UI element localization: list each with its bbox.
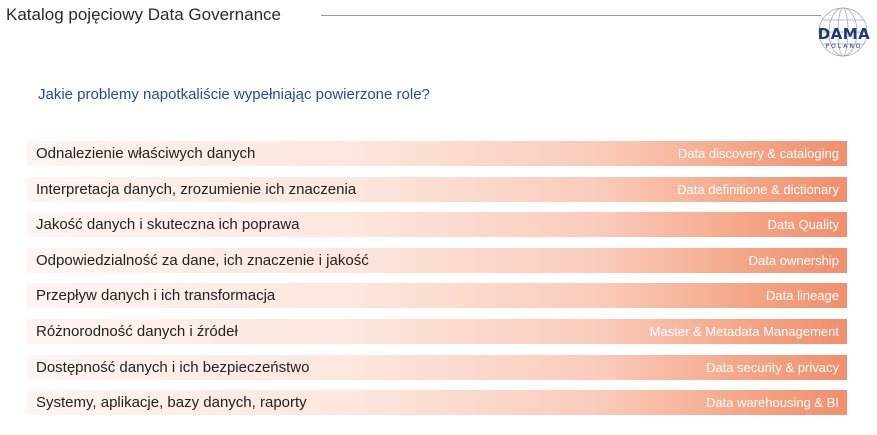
list-item: Dostępność danych i ich bezpieczeństwo D…: [27, 354, 847, 380]
problem-label: Interpretacja danych, zrozumienie ich zn…: [36, 180, 357, 198]
slide-header: Katalog pojęciowy Data Governance: [0, 0, 877, 40]
capability-tag: Data ownership: [748, 252, 839, 268]
problem-list: Odnalezienie właściwych danych Data disc…: [27, 141, 847, 426]
list-item: Odpowiedzialność za dane, ich znaczenie …: [27, 247, 847, 273]
logo-subtitle: POLAND: [825, 43, 863, 50]
problem-label: Dostępność danych i ich bezpieczeństwo: [36, 358, 310, 376]
page-title: Katalog pojęciowy Data Governance: [6, 5, 281, 24]
capability-tag: Data Quality: [767, 217, 839, 233]
dama-poland-logo: DAMA POLAND: [812, 6, 874, 58]
problem-label: Systemy, aplikacje, bazy danych, raporty: [36, 394, 307, 412]
problem-label: Przepływ danych i ich transformacja: [36, 287, 276, 305]
list-item: Jakość danych i skuteczna ich poprawa Da…: [27, 212, 847, 238]
capability-tag: Data definitione & dictionary: [677, 181, 839, 197]
list-item: Różnorodność danych i źródeł Master & Me…: [27, 318, 847, 344]
title-divider: [321, 15, 821, 16]
capability-tag: Data warehousing & BI: [706, 395, 839, 411]
problem-label: Różnorodność danych i źródeł: [36, 322, 238, 340]
list-item: Systemy, aplikacje, bazy danych, raporty…: [27, 390, 847, 416]
problem-label: Odpowiedzialność za dane, ich znaczenie …: [36, 251, 369, 269]
list-item: Przepływ danych i ich transformacja Data…: [27, 283, 847, 309]
logo-wordmark: DAMA: [817, 25, 871, 43]
question-heading: Jakie problemy napotkaliście wypełniając…: [38, 86, 430, 103]
capability-tag: Master & Metadata Management: [649, 323, 839, 339]
problem-label: Jakość danych i skuteczna ich poprawa: [36, 216, 300, 234]
capability-tag: Data lineage: [766, 288, 839, 304]
list-item: Interpretacja danych, zrozumienie ich zn…: [27, 176, 847, 202]
problem-label: Odnalezienie właściwych danych: [36, 145, 256, 162]
capability-tag: Data discovery & cataloging: [677, 146, 839, 161]
capability-tag: Data security & privacy: [706, 359, 839, 375]
globe-icon: [818, 7, 868, 57]
list-item: Odnalezienie właściwych danych Data disc…: [27, 141, 847, 166]
